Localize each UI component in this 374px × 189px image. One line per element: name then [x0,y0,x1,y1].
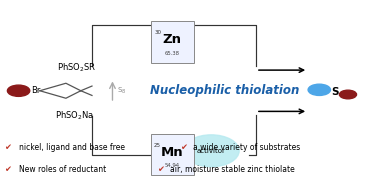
Text: Zn: Zn [163,33,182,46]
Text: 54.94: 54.94 [165,163,180,168]
Text: Mn: Mn [161,146,183,159]
Text: ✔: ✔ [4,165,12,174]
Text: S: S [331,87,338,97]
FancyBboxPatch shape [151,21,193,63]
Text: ✔: ✔ [180,143,187,152]
Circle shape [339,90,356,99]
Text: S$_8$: S$_8$ [117,86,126,96]
Text: air, moisture stable zinc thiolate: air, moisture stable zinc thiolate [170,165,295,174]
Text: 65.38: 65.38 [165,51,180,56]
Circle shape [7,85,30,96]
Text: PhSO$_2$Na: PhSO$_2$Na [55,110,94,122]
Text: ✔: ✔ [4,143,12,152]
Text: a wide variety of substrates: a wide variety of substrates [193,143,300,152]
Text: New roles of reductant: New roles of reductant [19,165,106,174]
Text: Nucleophilic thiolation: Nucleophilic thiolation [150,84,299,97]
Circle shape [308,84,331,95]
Text: nickel, ligand and base free: nickel, ligand and base free [19,143,125,152]
Text: 25: 25 [154,143,161,148]
Text: activitor: activitor [197,148,226,154]
Text: Br: Br [31,86,41,95]
FancyBboxPatch shape [151,134,193,175]
Text: 30: 30 [154,30,161,35]
Ellipse shape [183,135,239,167]
Text: PhSO$_2$SR: PhSO$_2$SR [56,61,96,74]
Text: ✔: ✔ [157,165,164,174]
